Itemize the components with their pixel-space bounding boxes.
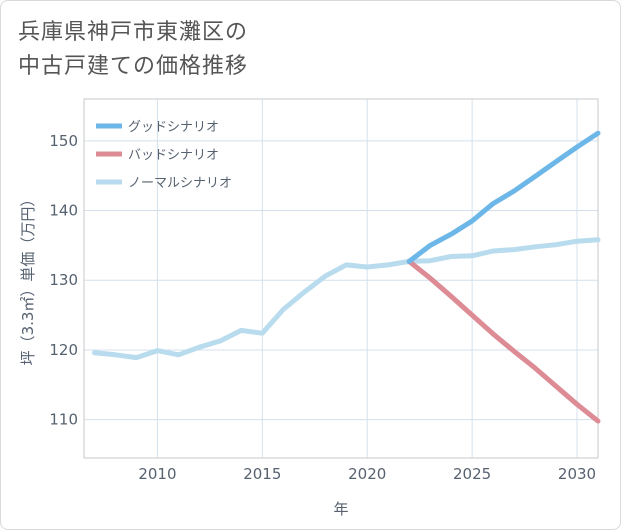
chart-title-line1: 兵庫県神戸市東灘区の (18, 20, 249, 45)
y-tick-label-120: 120 (49, 341, 78, 359)
x-tick-label-2030: 2030 (558, 465, 596, 483)
x-tick-label-2025: 2025 (453, 465, 491, 483)
y-axis-title: 坪（3.3㎡）単価（万円） (19, 192, 37, 366)
x-tick-label-2010: 2010 (138, 465, 176, 483)
legend-label-1: バッドシナリオ (128, 148, 219, 163)
x-tick-label-2020: 2020 (348, 465, 386, 483)
plot-area-frame (83, 98, 599, 459)
y-tick-label-130: 130 (49, 271, 78, 289)
chart-title: 兵庫県神戸市東灘区の 中古戸建ての価格推移 (18, 16, 248, 84)
series-line-1 (406, 258, 601, 424)
grid-lines (84, 99, 598, 458)
y-tick-label-140: 140 (49, 202, 78, 220)
y-tick-label-150: 150 (49, 132, 78, 150)
tick-labels: 2010 2015 2020 2025 2030 110 120 130 140 150 (49, 132, 596, 483)
series-layer (92, 130, 601, 424)
x-tick-label-2015: 2015 (243, 465, 281, 483)
legend-label-0: グッドシナリオ (128, 120, 219, 135)
x-axis-title: 年 (333, 500, 348, 518)
chart-title-line2: 中古戸建ての価格推移 (18, 54, 249, 79)
series-line-0 (406, 130, 601, 264)
series-line-2 (92, 237, 601, 361)
y-tick-label-110: 110 (49, 411, 78, 429)
legend-label-2: ノーマルシナリオ (128, 176, 232, 191)
